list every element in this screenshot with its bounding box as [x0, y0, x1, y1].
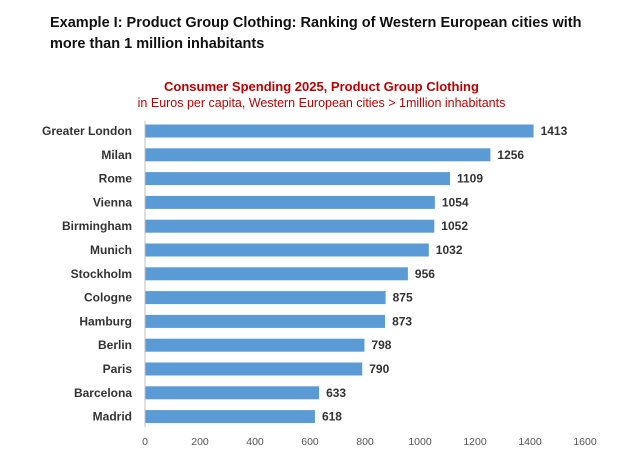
x-tick-label: 1400 — [518, 436, 542, 448]
data-label: 1413 — [541, 124, 568, 138]
chart-title: Consumer Spending 2025, Product Group Cl… — [164, 79, 479, 94]
bar — [145, 386, 320, 400]
data-label: 873 — [392, 314, 412, 328]
bar — [145, 195, 435, 209]
bar — [145, 291, 386, 305]
data-label: 790 — [369, 362, 389, 376]
x-tick-label: 0 — [142, 436, 148, 448]
category-label: Paris — [103, 362, 133, 376]
bar — [145, 314, 386, 328]
bar — [145, 410, 315, 424]
data-label: 1256 — [497, 148, 524, 162]
data-label: 1032 — [436, 243, 463, 257]
data-label: 1109 — [457, 172, 483, 186]
page-heading: Example I: Product Group Clothing: Ranki… — [50, 15, 582, 52]
chart-subtitle: in Euros per capita, Western European ci… — [137, 96, 506, 110]
bar — [145, 267, 408, 281]
x-tick-label: 400 — [246, 436, 264, 448]
category-label: Birmingham — [62, 219, 132, 233]
x-tick-label: 1200 — [463, 436, 487, 448]
data-label: 633 — [326, 386, 346, 400]
data-label: 798 — [371, 338, 391, 352]
category-label: Rome — [99, 172, 133, 186]
bar — [145, 124, 534, 138]
category-label: Cologne — [84, 291, 132, 305]
category-label: Milan — [101, 148, 132, 162]
category-label: Munich — [90, 243, 132, 257]
category-label: Berlin — [98, 338, 132, 352]
data-label: 875 — [393, 291, 413, 305]
x-tick-label: 600 — [301, 436, 319, 448]
bar — [145, 219, 435, 233]
bar — [145, 243, 429, 257]
bar — [145, 172, 450, 186]
category-label: Hamburg — [79, 314, 132, 328]
category-label: Greater London — [42, 124, 132, 138]
data-label: 1052 — [441, 219, 468, 233]
bar — [145, 338, 365, 352]
category-label: Barcelona — [74, 386, 132, 400]
x-tick-label: 1000 — [408, 436, 432, 448]
category-label: Madrid — [93, 410, 132, 424]
data-label: 1054 — [442, 195, 469, 209]
data-label: 618 — [322, 410, 342, 424]
x-tick-label: 1600 — [573, 436, 597, 448]
x-tick-label: 200 — [191, 436, 209, 448]
bar — [145, 362, 363, 376]
category-label: Vienna — [93, 195, 132, 209]
category-label: Stockholm — [71, 267, 132, 281]
x-tick-label: 800 — [356, 436, 374, 448]
data-label: 956 — [415, 267, 435, 281]
bar — [145, 148, 491, 162]
